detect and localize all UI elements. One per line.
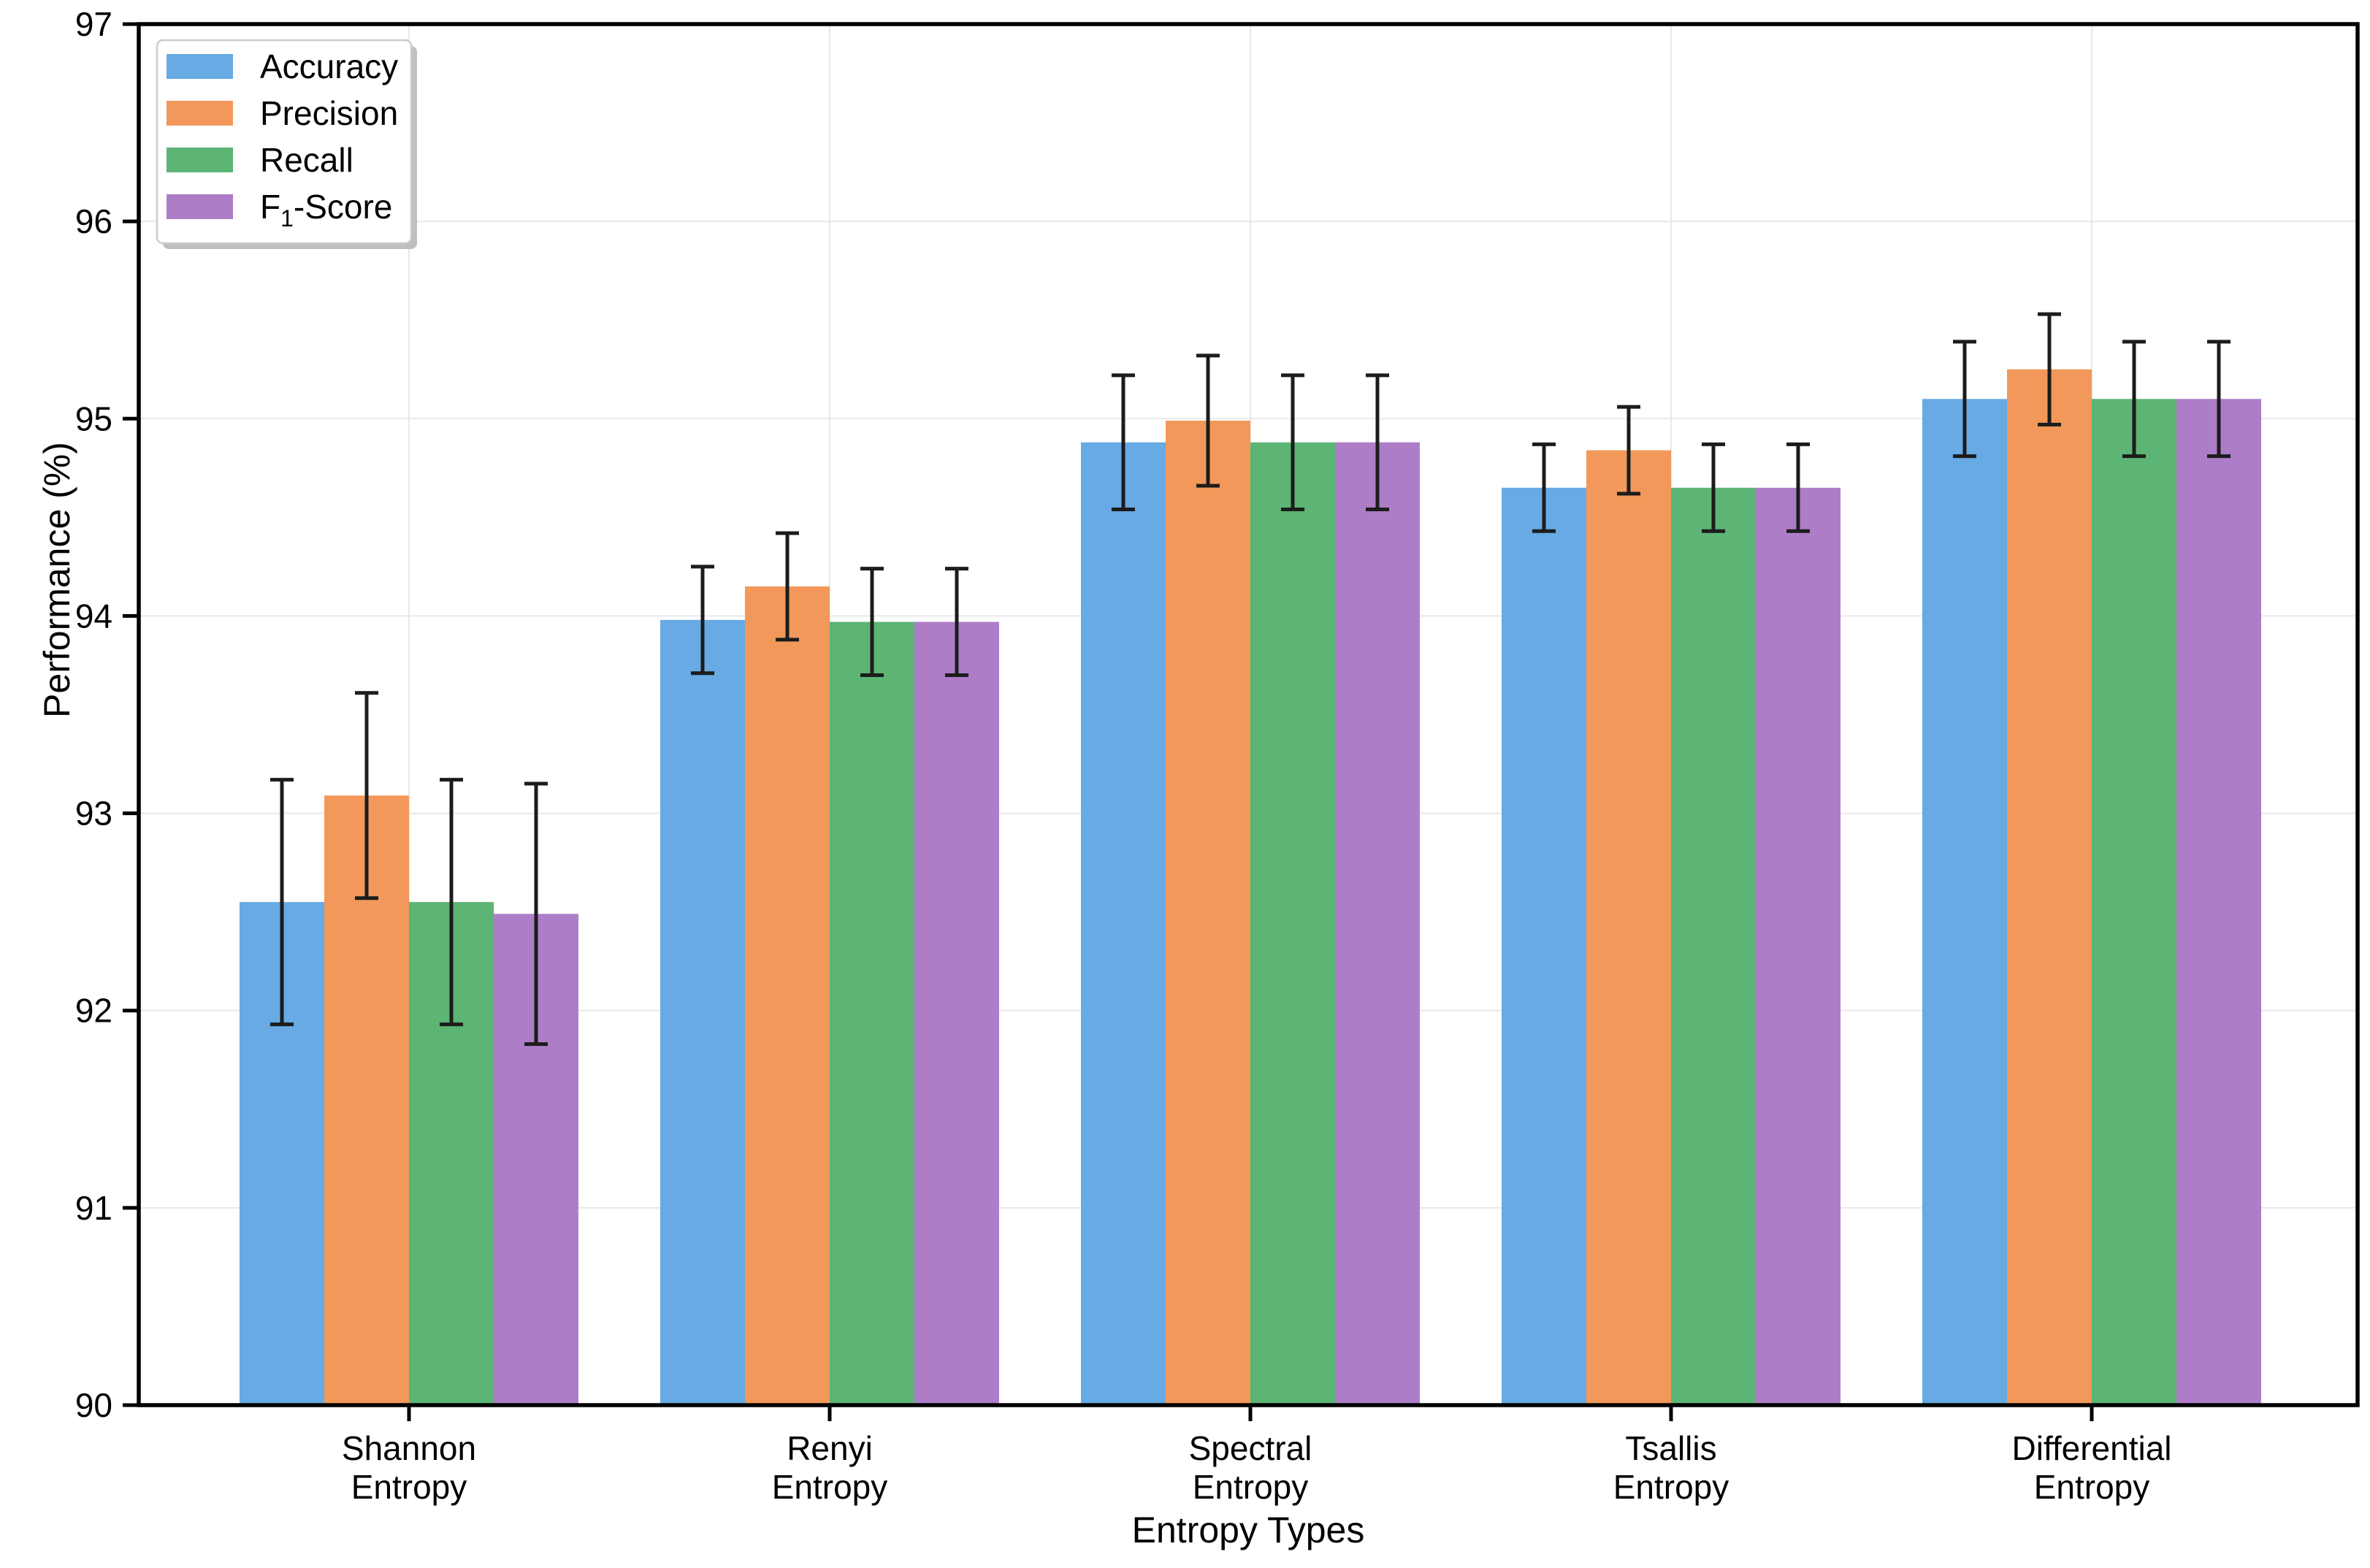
error-bar-precision-spectral — [1196, 353, 1220, 488]
error-bar-precision-renyi — [776, 531, 799, 642]
error-bar-precision-tsallis — [1617, 405, 1640, 496]
bar-recall-renyi — [830, 622, 914, 1405]
x-tick-label-renyi: Renyi Entropy — [772, 1429, 888, 1506]
legend-label-accuracy: Accuracy — [260, 47, 398, 85]
bar-precision-renyi — [745, 586, 830, 1405]
legend-label-precision: Precision — [260, 94, 398, 132]
legend-swatch-accuracy — [167, 54, 233, 79]
error-bar-accuracy-shannon — [270, 778, 294, 1027]
y-tick-label-91: 91 — [75, 1189, 112, 1227]
bar-accuracy-spectral — [1081, 442, 1166, 1405]
error-bars — [270, 312, 2231, 1047]
legend-label-f-score: F1-Score — [260, 188, 392, 232]
error-bar-accuracy-renyi — [691, 565, 714, 676]
bar-recall-spectral — [1250, 442, 1335, 1405]
error-bar-accuracy-spectral — [1112, 373, 1135, 512]
legend-label-recall: Recall — [260, 141, 353, 179]
bar-groups — [240, 369, 2261, 1406]
bar-accuracy-differential — [1922, 399, 2007, 1405]
bar-f-score-tsallis — [1756, 487, 1840, 1405]
legend-swatch-recall — [167, 148, 233, 172]
error-bar-recall-tsallis — [1702, 442, 1725, 533]
error-bar-f-score-spectral — [1366, 373, 1389, 512]
error-bar-precision-differential — [2038, 312, 2061, 427]
y-tick-label-92: 92 — [75, 992, 112, 1030]
y-tick-label-90: 90 — [75, 1386, 112, 1424]
error-bar-recall-shannon — [440, 778, 463, 1027]
bar-precision-differential — [2007, 369, 2092, 1405]
error-bar-f-score-differential — [2207, 340, 2231, 459]
y-tick-label-97: 97 — [75, 5, 112, 43]
y-tick-label-93: 93 — [75, 795, 112, 833]
error-bar-f-score-tsallis — [1786, 442, 1810, 533]
y-axis-label: Performance (%) — [37, 442, 77, 718]
plot-border — [137, 22, 2360, 1407]
x-tick-label-shannon: Shannon Entropy — [342, 1429, 476, 1506]
bar-accuracy-tsallis — [1502, 487, 1586, 1405]
error-bar-recall-renyi — [860, 567, 884, 677]
bar-precision-tsallis — [1586, 450, 1671, 1405]
legend-box — [156, 39, 413, 245]
x-tick-label-differential: Differential Entropy — [2011, 1429, 2171, 1506]
y-tick-label-96: 96 — [75, 202, 112, 240]
legend-swatch-precision — [167, 101, 233, 126]
error-bar-recall-differential — [2122, 340, 2146, 459]
bar-recall-differential — [2092, 399, 2176, 1405]
y-tick-label-94: 94 — [75, 597, 112, 635]
bar-recall-tsallis — [1671, 487, 1756, 1405]
legend: Accuracy Precision Recall F1-Score — [156, 39, 417, 249]
error-bar-precision-shannon — [355, 691, 378, 900]
x-tick-label-spectral: Spectral Entropy — [1189, 1429, 1312, 1506]
error-bar-f-score-renyi — [945, 567, 968, 677]
error-bar-accuracy-differential — [1953, 340, 1976, 459]
error-bar-recall-spectral — [1281, 373, 1304, 512]
x-tick-labels: Shannon Entropy Renyi Entropy Spectral Entrop… — [342, 1429, 2172, 1506]
y-tick-label-95: 95 — [75, 399, 112, 437]
axes — [123, 22, 2360, 1421]
bar-precision-spectral — [1166, 420, 1250, 1406]
bar-f-score-differential — [2176, 399, 2261, 1405]
error-bar-f-score-shannon — [524, 781, 548, 1047]
legend-swatch-f-score — [167, 194, 233, 219]
bar-accuracy-renyi — [660, 619, 745, 1405]
y-tick-labels: 90 91 92 93 94 95 96 97 — [75, 5, 112, 1424]
bar-f-score-spectral — [1335, 442, 1420, 1405]
bar-f-score-renyi — [914, 622, 999, 1405]
error-bar-accuracy-tsallis — [1532, 442, 1556, 533]
x-axis-label: Entropy Types — [1132, 1510, 1365, 1550]
x-tick-label-tsallis: Tsallis Entropy — [1613, 1429, 1729, 1506]
